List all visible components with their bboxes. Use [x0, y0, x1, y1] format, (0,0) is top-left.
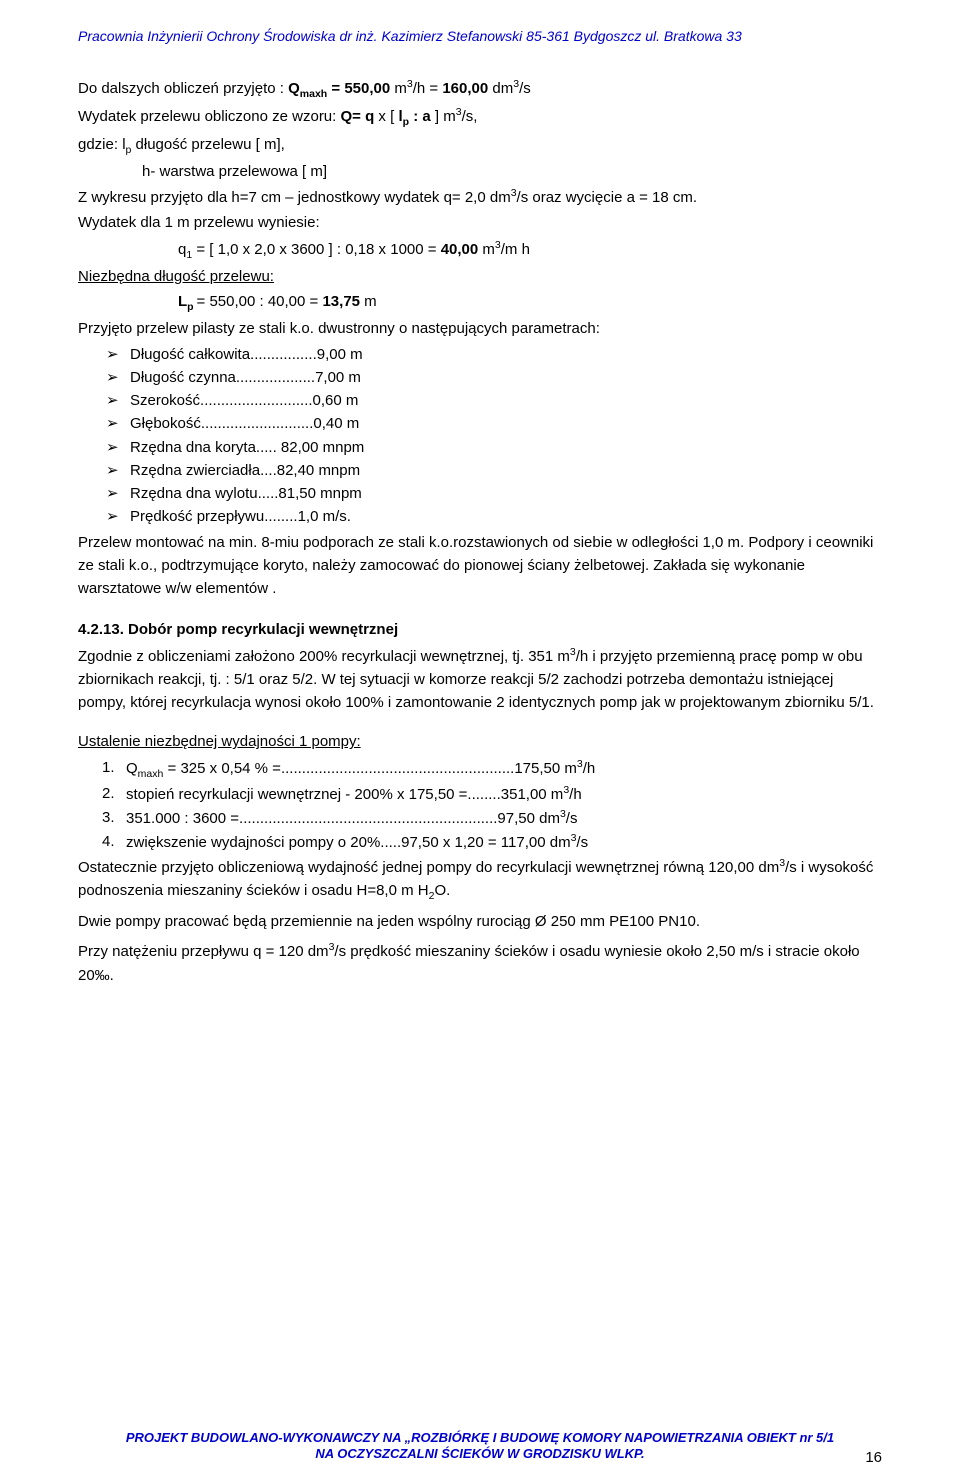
paragraph: Ostatecznie przyjęto obliczeniową wydajn…	[78, 855, 882, 905]
text: Z wykresu przyjęto dla h=7 cm – jednostk…	[78, 189, 511, 206]
list-item: Qmaxh = 325 x 0,54 % =..................…	[102, 756, 882, 782]
text: /s	[576, 834, 588, 851]
text: /s,	[462, 108, 478, 125]
footer-title-line2: NA OCZYSZCZALNI ŚCIEKÓW W GRODZISKU WLKP…	[78, 1446, 882, 1462]
text: : a	[409, 108, 431, 125]
paragraph: Do dalszych obliczeń przyjęto : Qmaxh = …	[78, 76, 882, 102]
bullet-list: Długość całkowita................9,00 m …	[78, 343, 882, 529]
text: m	[360, 293, 377, 310]
list-item: Rzędna dna wylotu.....81,50 mnpm	[106, 482, 882, 505]
paragraph: Ustalenie niezbędnej wydajności 1 pompy:	[78, 730, 882, 753]
text: ] m	[431, 108, 456, 125]
list-item: zwiększenie wydajności pompy o 20%.....9…	[102, 830, 882, 854]
list-item: stopień recyrkulacji wewnętrznej - 200% …	[102, 782, 882, 806]
subscript: maxh	[300, 88, 327, 100]
footer-title-line1: PROJEKT BUDOWLANO-WYKONAWCZY NA „ROZBIÓR…	[78, 1430, 882, 1446]
text: zwiększenie wydajności pompy o 20%.....9…	[126, 834, 571, 851]
paragraph: Dwie pompy pracować będą przemiennie na …	[78, 910, 882, 933]
page-number: 16	[865, 1449, 882, 1466]
text: = 550,00	[327, 80, 390, 97]
text: Ostatecznie przyjęto obliczeniową wydajn…	[78, 859, 779, 876]
text: dm	[488, 80, 513, 97]
text: Wydatek przelewu obliczono ze wzoru:	[78, 108, 341, 125]
text: = [ 1,0 x 2,0 x 3600 ] : 0,18 x 1000 =	[192, 241, 441, 258]
text: L	[178, 293, 187, 310]
list-item: Prędkość przepływu........1,0 m/s.	[106, 505, 882, 528]
paragraph: Wydatek przelewu obliczono ze wzoru: Q= …	[78, 104, 882, 130]
list-item: 351.000 : 3600 =........................…	[102, 806, 882, 830]
text: /s	[566, 810, 578, 827]
subscript: maxh	[138, 768, 164, 780]
list-item: Głębokość...........................0,40…	[106, 412, 882, 435]
text: długość przelewu [ m],	[131, 136, 284, 153]
document-page: Pracownia Inżynierii Ochrony Środowiska …	[0, 0, 960, 1482]
text: m	[390, 80, 407, 97]
underlined-text: Ustalenie niezbędnej wydajności 1 pompy:	[78, 733, 361, 750]
text: /s	[519, 80, 531, 97]
paragraph: gdzie: lp długość przelewu [ m],	[78, 133, 882, 158]
text: O.	[434, 882, 450, 899]
numbered-list: Qmaxh = 325 x 0,54 % =..................…	[78, 756, 882, 855]
text: 40,00	[441, 241, 479, 258]
text: gdzie: l	[78, 136, 126, 153]
paragraph: Przy natężeniu przepływu q = 120 dm3/s p…	[78, 939, 882, 987]
text: /s oraz wycięcie a = 18 cm.	[517, 189, 697, 206]
paragraph: Lp = 550,00 : 40,00 = 13,75 m	[78, 290, 882, 315]
text: Zgodnie z obliczeniami założono 200% rec…	[78, 648, 570, 665]
text: 351.000 : 3600 =........................…	[126, 810, 560, 827]
text: /h =	[413, 80, 443, 97]
text: /h	[569, 786, 582, 803]
subscript: p	[187, 301, 196, 313]
paragraph: Przyjęto przelew pilasty ze stali k.o. d…	[78, 317, 882, 340]
text: = 550,00 : 40,00 =	[197, 293, 323, 310]
list-item: Długość czynna...................7,00 m	[106, 366, 882, 389]
list-item: Szerokość...........................0,60…	[106, 389, 882, 412]
body-content: Do dalszych obliczeń przyjęto : Qmaxh = …	[78, 76, 882, 987]
text: 13,75	[322, 293, 360, 310]
page-header: Pracownia Inżynierii Ochrony Środowiska …	[78, 28, 882, 44]
underlined-text: Niezbędna długość przelewu:	[78, 268, 274, 285]
text: stopień recyrkulacji wewnętrznej - 200% …	[126, 786, 563, 803]
text: 160,00	[442, 80, 488, 97]
list-item: Rzędna zwierciadła....82,40 mnpm	[106, 459, 882, 482]
paragraph: Wydatek dla 1 m przelewu wyniesie:	[78, 211, 882, 234]
paragraph: Przelew montować na min. 8-miu podporach…	[78, 531, 882, 601]
text: /h	[583, 760, 596, 777]
paragraph: q1 = [ 1,0 x 2,0 x 3600 ] : 0,18 x 1000 …	[78, 237, 882, 263]
text: Q	[126, 760, 138, 777]
text: m	[478, 241, 495, 258]
paragraph: h- warstwa przelewowa [ m]	[78, 160, 882, 183]
list-item: Rzędna dna koryta..... 82,00 mnpm	[106, 436, 882, 459]
paragraph: Zgodnie z obliczeniami założono 200% rec…	[78, 644, 882, 715]
section-heading: 4.2.13. Dobór pomp recyrkulacji wewnętrz…	[78, 618, 882, 641]
list-item: Długość całkowita................9,00 m	[106, 343, 882, 366]
text: x [	[374, 108, 398, 125]
paragraph: Niezbędna długość przelewu:	[78, 265, 882, 288]
text: Do dalszych obliczeń przyjęto :	[78, 80, 288, 97]
text: = 325 x 0,54 % =........................…	[163, 760, 577, 777]
text: Q	[288, 80, 300, 97]
paragraph: Z wykresu przyjęto dla h=7 cm – jednostk…	[78, 185, 882, 209]
text: Q= q	[341, 108, 375, 125]
text: Przy natężeniu przepływu q = 120 dm	[78, 943, 329, 960]
text: /m h	[501, 241, 530, 258]
page-footer: PROJEKT BUDOWLANO-WYKONAWCZY NA „ROZBIÓR…	[78, 1430, 882, 1463]
